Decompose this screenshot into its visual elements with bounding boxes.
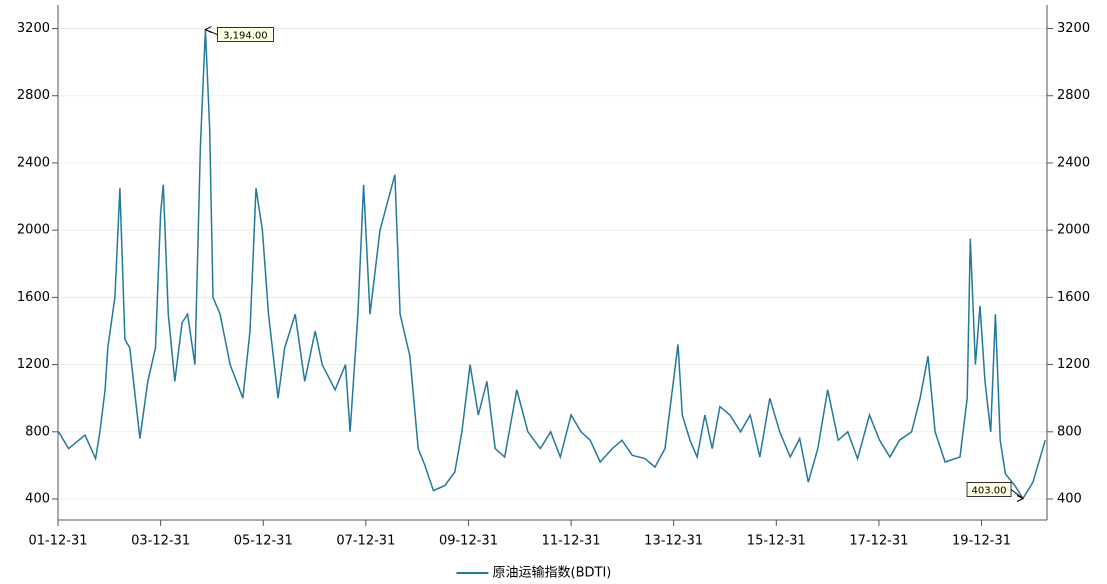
x-tick-label: 17-12-31 [849, 534, 908, 549]
y2-tick-label: 400 [1057, 491, 1082, 506]
y-tick-label: 800 [25, 424, 50, 439]
y-tick-label: 2800 [17, 88, 50, 103]
y-tick-label: 400 [25, 491, 50, 506]
y2-tick-label: 1600 [1057, 290, 1090, 305]
x-tick-label: 03-12-31 [131, 534, 190, 549]
annotation-arrowhead [204, 26, 212, 33]
annotation-label: 3,194.00 [223, 31, 268, 42]
y2-tick-label: 2800 [1057, 88, 1090, 103]
legend-label: 原油运输指数(BDTI) [493, 565, 612, 581]
annotation-label: 403.00 [972, 485, 1007, 496]
y2-tick-label: 2000 [1057, 223, 1090, 238]
x-tick-label: 01-12-31 [28, 534, 87, 549]
y2-tick-label: 800 [1057, 424, 1082, 439]
x-tick-label: 11-12-31 [542, 534, 601, 549]
y-tick-label: 2400 [17, 155, 50, 170]
y-tick-label: 2000 [17, 223, 50, 238]
y-tick-label: 1200 [17, 357, 50, 372]
x-tick-label: 19-12-31 [952, 534, 1011, 549]
y2-tick-label: 3200 [1057, 21, 1090, 36]
x-tick-label: 09-12-31 [439, 534, 498, 549]
y-tick-label: 3200 [17, 21, 50, 36]
x-tick-label: 07-12-31 [336, 534, 395, 549]
y2-tick-label: 1200 [1057, 357, 1090, 372]
annotation-box [216, 27, 274, 42]
annotation-arrowhead [1016, 495, 1025, 502]
data-line [57, 29, 1047, 500]
x-tick-label: 13-12-31 [644, 534, 703, 549]
x-tick-label: 05-12-31 [234, 534, 293, 549]
y2-tick-label: 2400 [1057, 155, 1090, 170]
x-tick-label: 15-12-31 [747, 534, 806, 549]
annotation-box [966, 482, 1012, 497]
y-tick-label: 1600 [17, 290, 50, 305]
